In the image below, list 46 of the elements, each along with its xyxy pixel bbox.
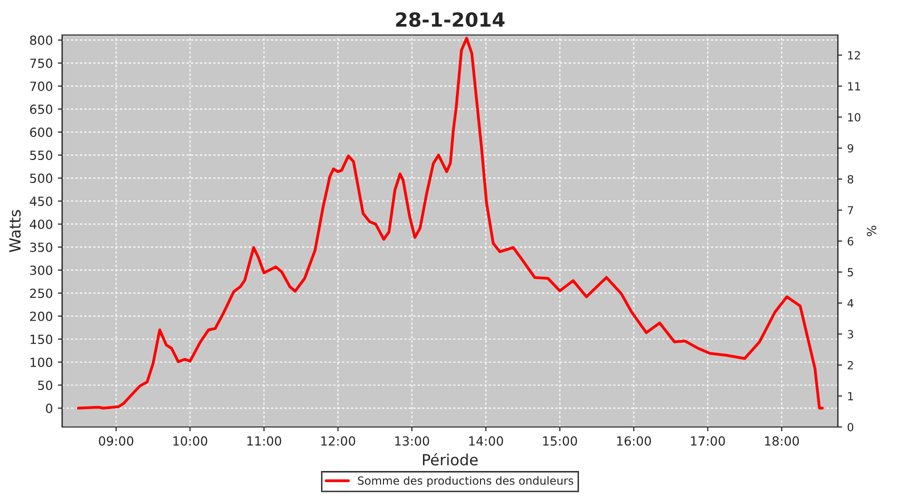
y-tick-label: 700: [30, 82, 52, 91]
y-tick-label: 650: [30, 104, 52, 114]
y2-tick-label: 2: [848, 361, 853, 370]
y-tick-label: 50: [38, 380, 52, 390]
y2-tick-label: 1: [848, 392, 853, 400]
y2-axis-title: %: [866, 226, 876, 236]
y2-tick-label: 4: [847, 299, 854, 308]
line-series: [76, 36, 824, 410]
y-tick-label: 800: [30, 36, 52, 45]
x-tick-label: 09:00: [98, 436, 134, 446]
y-tick-label: 600: [30, 128, 52, 138]
y-tick-label: 450: [30, 196, 52, 206]
x-tick-label: 10:00: [173, 436, 208, 446]
y2-tick-label: 3: [848, 330, 854, 338]
y-tick-label: 500: [30, 174, 52, 184]
y2-tick-label: 0: [848, 422, 854, 432]
y2-tick-label: 10: [848, 113, 860, 122]
y2-tick-label: 5: [848, 268, 854, 276]
x-tick-label: 14:00: [469, 436, 504, 446]
y2-tick-label: 12: [848, 51, 860, 60]
legend-label: Somme des productions des onduleurs: [358, 476, 574, 487]
y-tick-label: 300: [30, 266, 52, 276]
x-tick-label: 13:00: [395, 436, 430, 446]
y2-tick-label: 11: [848, 82, 860, 90]
x-tick-label: 16:00: [617, 436, 651, 446]
y-tick-label: 550: [30, 150, 52, 160]
y-axis-title: Watts: [9, 210, 21, 252]
x-tick-label: 12:00: [321, 436, 356, 446]
y-tick-label: 200: [30, 312, 52, 322]
x-tick-label: 15:00: [543, 436, 578, 446]
y2-tick-label: 7: [848, 206, 854, 214]
x-tick-label: 11:00: [247, 436, 282, 446]
y-tick-label: 0: [46, 404, 52, 414]
y-tick-label: 400: [30, 220, 52, 230]
y2-tick-label: 6: [848, 237, 854, 246]
y-tick-label: 100: [30, 358, 52, 368]
y-tick-label: 150: [30, 334, 52, 344]
y-tick-label: 750: [30, 58, 52, 68]
y-tick-label: 350: [30, 242, 52, 252]
x-tick-label: 17:00: [691, 436, 725, 446]
chart-title: 28-1-2014: [396, 12, 505, 27]
y2-tick-label: 8: [848, 175, 854, 184]
x-axis-title: Période: [422, 453, 478, 466]
y-tick-label: 250: [30, 288, 52, 298]
x-tick-label: 18:00: [765, 436, 799, 446]
y2-tick-label: 9: [848, 144, 854, 152]
